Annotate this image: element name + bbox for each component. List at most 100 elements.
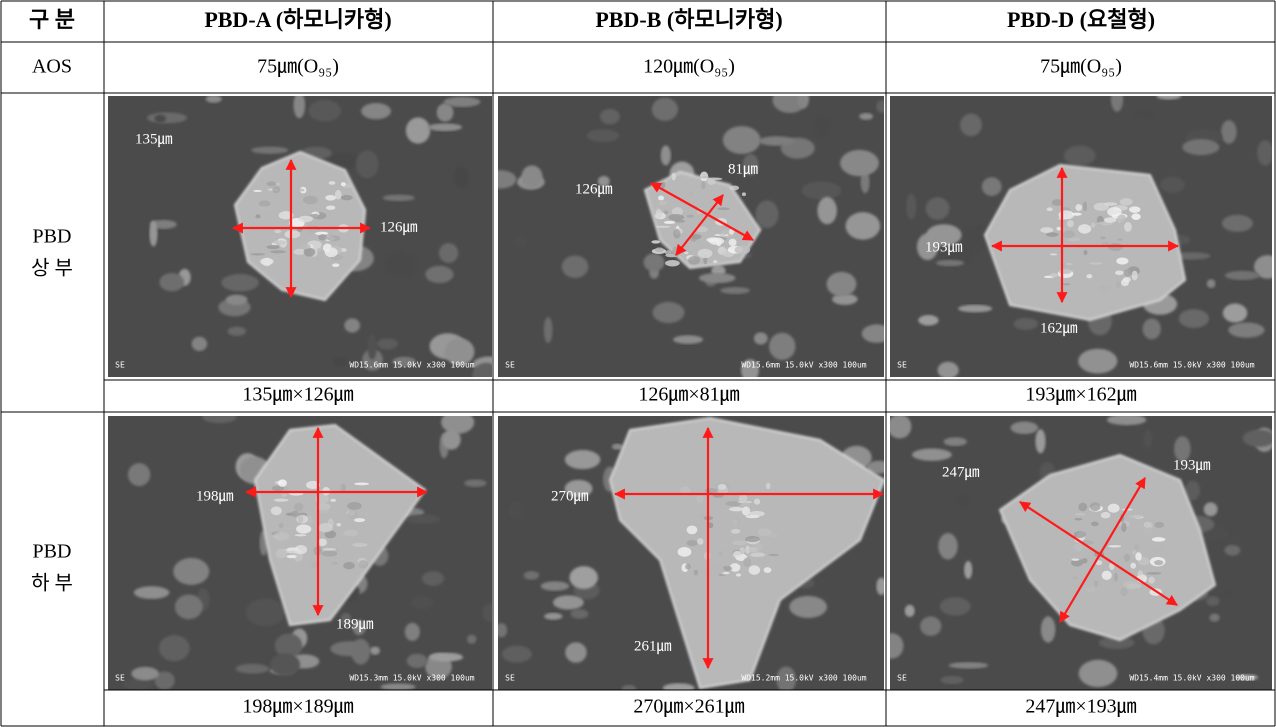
texture <box>347 510 358 520</box>
grain <box>553 595 584 609</box>
aos-value: 120㎛(O₉₅) <box>643 56 735 78</box>
texture <box>253 190 262 192</box>
texture <box>1114 572 1118 581</box>
grain <box>411 596 433 609</box>
texture <box>1127 583 1141 588</box>
caption: 247㎛×193㎛ <box>1025 696 1136 718</box>
texture <box>743 557 751 567</box>
dimension-label: 193㎛ <box>1173 457 1211 473</box>
dimension-label: 189㎛ <box>336 616 374 632</box>
texture <box>287 555 297 558</box>
grain <box>1157 92 1182 99</box>
texture <box>1075 518 1083 521</box>
texture <box>1121 522 1126 532</box>
grain <box>192 337 208 351</box>
grain <box>1225 271 1260 280</box>
header-cell: PBD-A (하모니카형) <box>204 7 391 32</box>
texture <box>1154 522 1164 528</box>
texture <box>1047 207 1053 211</box>
grain <box>131 667 159 681</box>
grain <box>956 494 970 509</box>
grain <box>406 117 430 143</box>
sem-mode: SE <box>897 361 907 370</box>
grain <box>380 684 415 691</box>
texture <box>300 189 305 192</box>
grain <box>723 126 761 154</box>
grain <box>333 357 347 366</box>
texture <box>1138 570 1143 576</box>
texture <box>665 260 680 266</box>
texture <box>735 245 750 254</box>
sem-image: 270㎛261㎛SEWD15.2mm 15.0kV x300 100um <box>496 416 891 693</box>
grain <box>206 95 222 103</box>
texture <box>736 573 741 576</box>
grain <box>938 533 957 560</box>
grain <box>502 646 532 663</box>
texture <box>1065 263 1072 265</box>
grain <box>356 150 379 178</box>
texture <box>1078 503 1087 512</box>
texture <box>1082 558 1088 563</box>
texture <box>1086 274 1092 278</box>
texture <box>341 195 353 200</box>
texture <box>665 250 672 255</box>
grain <box>202 412 236 423</box>
texture <box>719 233 726 236</box>
image-body: 135㎛126㎛SEWD15.6mm 15.0kV x300 100um <box>108 92 505 388</box>
caption: 198㎛×189㎛ <box>242 696 353 718</box>
grain <box>912 449 952 461</box>
grain <box>173 558 209 585</box>
grain <box>958 305 992 313</box>
texture <box>250 253 264 255</box>
texture <box>1071 558 1079 561</box>
texture <box>717 207 729 210</box>
grain <box>699 273 736 283</box>
texture <box>274 230 281 234</box>
texture <box>1148 577 1154 584</box>
texture <box>291 511 299 517</box>
texture <box>1074 543 1083 551</box>
grain <box>368 334 377 359</box>
texture <box>740 547 745 554</box>
texture <box>1052 199 1063 206</box>
grain <box>544 317 553 343</box>
grain <box>652 98 678 121</box>
grain <box>754 332 768 344</box>
texture <box>326 206 336 210</box>
grain <box>859 113 873 120</box>
texture <box>1135 552 1141 560</box>
grain <box>154 115 165 123</box>
texture <box>1107 207 1122 217</box>
grain <box>1228 322 1264 337</box>
texture <box>1097 285 1111 292</box>
grain <box>236 664 269 674</box>
texture <box>746 515 760 518</box>
texture <box>687 215 694 218</box>
grain <box>600 109 620 125</box>
grain <box>1182 139 1219 155</box>
grain <box>801 182 841 200</box>
grain <box>149 220 157 246</box>
grain <box>521 165 542 188</box>
grain <box>653 302 685 323</box>
grain <box>221 274 259 291</box>
texture <box>701 181 705 189</box>
texture <box>1040 227 1053 233</box>
texture <box>354 483 369 486</box>
grain <box>439 243 458 263</box>
texture <box>354 518 365 522</box>
texture <box>714 542 728 546</box>
sem-footer: WD15.6mm 15.0kV x300 100um <box>741 361 866 370</box>
texture <box>1083 250 1087 255</box>
caption: 126㎛×81㎛ <box>638 384 739 406</box>
texture <box>295 534 307 536</box>
texture <box>1129 206 1140 212</box>
grain <box>437 103 454 121</box>
grain <box>147 112 187 123</box>
texture <box>1046 232 1058 237</box>
texture <box>685 564 691 570</box>
particle <box>985 165 1185 320</box>
grain <box>444 97 481 107</box>
texture <box>729 239 737 246</box>
